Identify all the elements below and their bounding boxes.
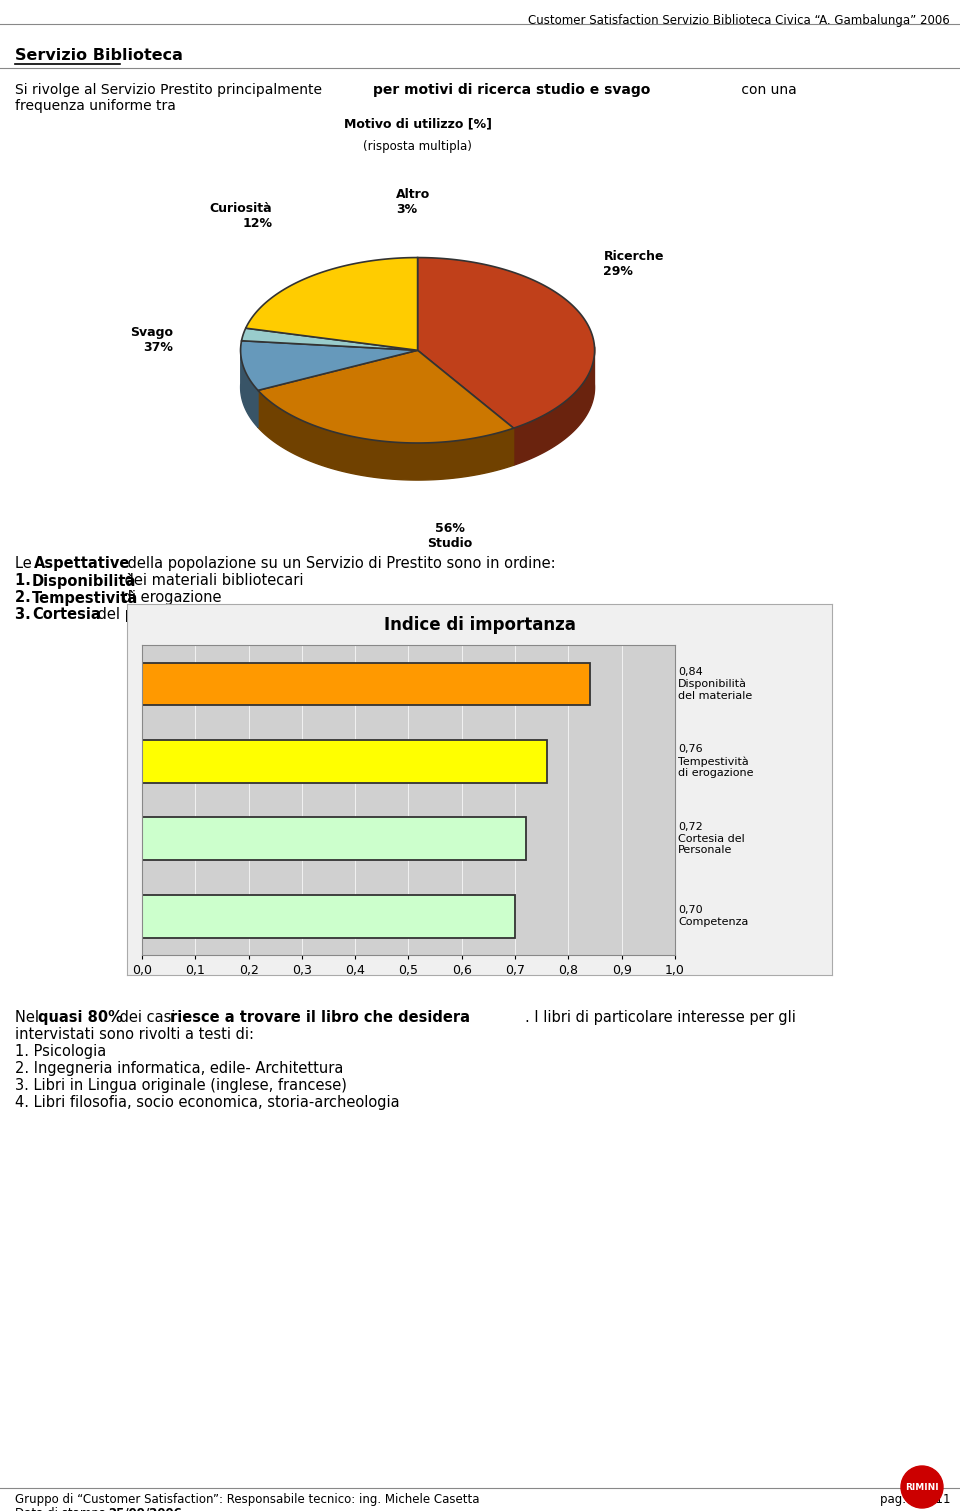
Polygon shape — [241, 346, 258, 428]
Text: Cortesia: Cortesia — [32, 607, 101, 623]
Text: Motivo di utilizzo [%]: Motivo di utilizzo [%] — [344, 118, 492, 130]
Text: 0,70
Competenza: 0,70 Competenza — [678, 905, 749, 928]
Text: intervistati sono rivolti a testi di:: intervistati sono rivolti a testi di: — [15, 1027, 254, 1043]
Polygon shape — [258, 351, 514, 443]
Text: 25/09/2006: 25/09/2006 — [108, 1506, 181, 1511]
Text: della popolazione su un Servizio di Prestito sono in ordine:: della popolazione su un Servizio di Pres… — [123, 556, 556, 571]
Text: 4. Libri filosofia, socio economica, storia-archeologia: 4. Libri filosofia, socio economica, sto… — [15, 1095, 399, 1111]
Bar — [142, 740, 547, 783]
Polygon shape — [241, 340, 418, 390]
Text: pag. 3 di 11: pag. 3 di 11 — [879, 1493, 950, 1506]
Text: 1.: 1. — [15, 573, 36, 588]
Text: quasi 80%: quasi 80% — [38, 1009, 123, 1024]
Text: 0,76
Tempestività
di erogazione: 0,76 Tempestività di erogazione — [678, 745, 754, 778]
Polygon shape — [242, 328, 418, 351]
Text: Competenza: Competenza — [221, 607, 324, 623]
Text: Disponibilità: Disponibilità — [32, 573, 136, 589]
Text: Le: Le — [15, 556, 36, 571]
Text: Si rivolge al Servizio Prestito principalmente: Si rivolge al Servizio Prestito principa… — [15, 83, 326, 97]
Text: dei materiali bibliotecari: dei materiali bibliotecari — [120, 573, 303, 588]
Text: Aspettative: Aspettative — [34, 556, 131, 571]
Polygon shape — [246, 257, 418, 351]
Text: Customer Satisfaction Servizio Biblioteca Civica “A. Gambalunga” 2006: Customer Satisfaction Servizio Bibliotec… — [528, 14, 950, 27]
Text: 0,72
Cortesia del
Personale: 0,72 Cortesia del Personale — [678, 822, 745, 855]
Text: Nel: Nel — [15, 1009, 43, 1024]
Text: Servizio Biblioteca: Servizio Biblioteca — [15, 48, 182, 63]
Bar — [142, 817, 526, 860]
Circle shape — [901, 1466, 943, 1508]
Text: Gruppo di “Customer Satisfaction”: Responsabile tecnico: ing. Michele Casetta: Gruppo di “Customer Satisfaction”: Respo… — [15, 1493, 479, 1506]
Text: (risposta multipla): (risposta multipla) — [363, 141, 472, 153]
Text: Indice di importanza: Indice di importanza — [384, 615, 575, 633]
Text: Tempestività: Tempestività — [32, 589, 138, 606]
Text: Altro
3%: Altro 3% — [396, 187, 431, 216]
Text: 0,84
Disponibilità
del materiale: 0,84 Disponibilità del materiale — [678, 666, 753, 701]
Text: RIMINI: RIMINI — [905, 1482, 939, 1491]
Text: frequenza uniforme tra: frequenza uniforme tra — [15, 100, 176, 113]
Text: Ricerche
29%: Ricerche 29% — [604, 249, 664, 278]
Polygon shape — [514, 346, 594, 465]
Text: 2. Ingegneria informatica, edile- Architettura: 2. Ingegneria informatica, edile- Archit… — [15, 1061, 344, 1076]
Text: Svago
37%: Svago 37% — [131, 326, 174, 354]
Polygon shape — [258, 390, 514, 480]
Text: del personale e: del personale e — [93, 607, 215, 623]
Text: Data di stampa:: Data di stampa: — [15, 1506, 114, 1511]
Text: con una: con una — [737, 83, 797, 97]
Text: dei casi: dei casi — [115, 1009, 180, 1024]
Text: di erogazione: di erogazione — [118, 589, 222, 604]
Text: Curiosità
12%: Curiosità 12% — [210, 202, 273, 230]
Bar — [142, 895, 516, 937]
Text: per motivi di ricerca studio e svago: per motivi di ricerca studio e svago — [373, 83, 650, 97]
Text: 3.: 3. — [15, 607, 36, 623]
Text: 3. Libri in Lingua originale (inglese, francese): 3. Libri in Lingua originale (inglese, f… — [15, 1077, 347, 1092]
Text: 1. Psicologia: 1. Psicologia — [15, 1044, 107, 1059]
Text: riesce a trovare il libro che desidera: riesce a trovare il libro che desidera — [170, 1009, 470, 1024]
Text: 2.: 2. — [15, 589, 36, 604]
Text: . I libri di particolare interesse per gli: . I libri di particolare interesse per g… — [525, 1009, 796, 1024]
Polygon shape — [418, 257, 594, 428]
Bar — [142, 663, 589, 706]
Text: 56%
Studio: 56% Studio — [427, 521, 472, 550]
